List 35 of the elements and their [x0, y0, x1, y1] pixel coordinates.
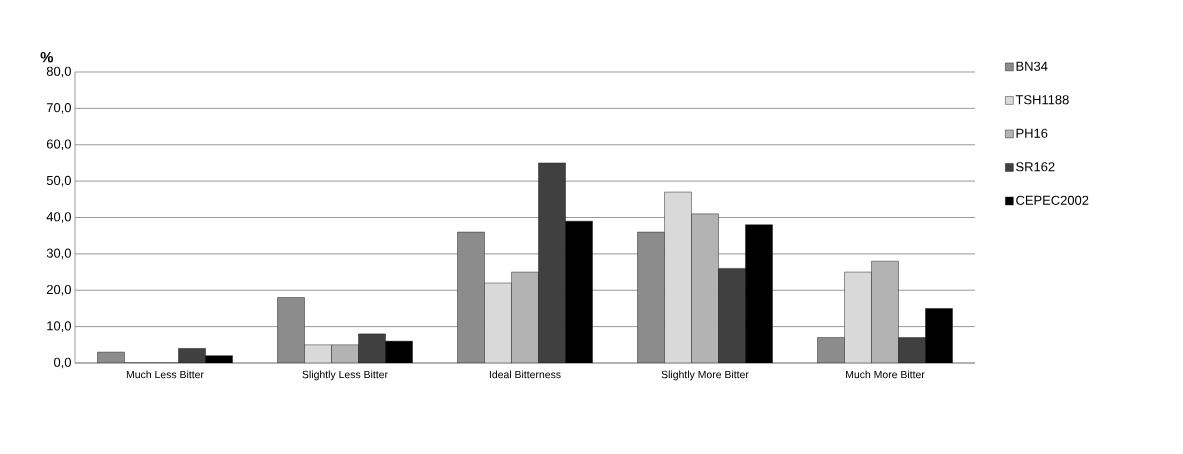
y-tick-label: 10,0: [47, 321, 71, 332]
bar: [484, 282, 512, 363]
y-tick-label: 60,0: [46, 139, 71, 151]
x-tick-label: Ideal Bitterness: [489, 370, 561, 379]
bar: [718, 268, 746, 363]
bar: [871, 260, 899, 363]
y-tick-label: 40,0: [46, 212, 71, 223]
bar: [844, 271, 872, 363]
x-tick-label: Slightly More Bitter: [661, 370, 749, 381]
bar: [817, 337, 845, 363]
bar: [664, 191, 692, 363]
y-tick-label: 50,0: [46, 175, 71, 187]
x-tick-label: Much More Bitter: [846, 370, 925, 379]
bar: [538, 162, 566, 363]
bar: [331, 344, 359, 363]
y-axis-title: %: [40, 51, 54, 63]
legend-label: SR162: [1016, 162, 1055, 172]
bar: [691, 213, 719, 363]
bar: [457, 232, 485, 363]
bar: [277, 297, 305, 363]
y-tick-label: 0,0: [53, 357, 71, 369]
legend-label: CEPEC2002: [1016, 195, 1089, 205]
bar: [898, 337, 926, 363]
y-tick-label: 80,0: [46, 66, 71, 78]
legend-label: BN34: [1016, 61, 1048, 71]
y-tick-label: 20,0: [46, 284, 71, 296]
x-tick-label: Slightly Less Bitter: [302, 370, 388, 381]
y-tick-label: 30,0: [46, 248, 71, 260]
bar: [304, 344, 332, 363]
x-tick-label: Much Less Bitter: [126, 370, 204, 379]
y-tick-label: 70,0: [46, 103, 71, 114]
bar: [637, 231, 665, 363]
legend-label: TSH1188: [1015, 95, 1069, 105]
legend-label: PH16: [1016, 128, 1048, 138]
bar: [511, 272, 539, 363]
